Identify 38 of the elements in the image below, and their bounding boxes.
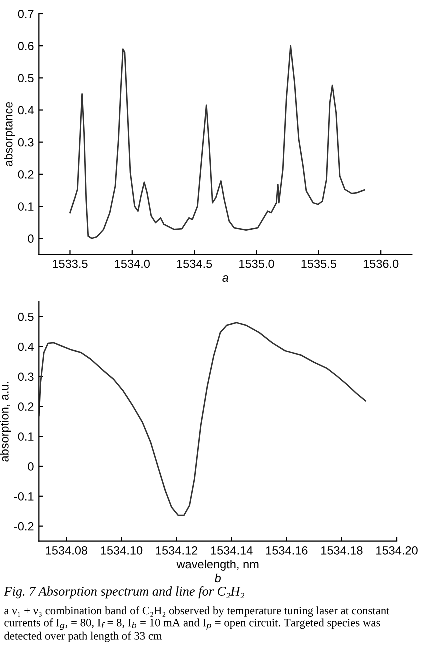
x-axis-title: a <box>222 276 229 282</box>
y-tick-label: -0.1 <box>14 492 34 501</box>
y-tick-label: 0.5 <box>18 74 34 83</box>
y-tick-label: 0.4 <box>18 342 34 352</box>
x-tick-label: 1534.10 <box>101 546 143 555</box>
y-tick-label: 0.6 <box>18 42 34 50</box>
y-tick-label: 0.3 <box>18 138 34 147</box>
y-tick-label: 0.2 <box>18 170 34 179</box>
x-tick-label: 1534.18 <box>322 546 363 555</box>
x-tick-label: 1534.12 <box>156 546 198 555</box>
y-tick-label: -0.2 <box>14 522 34 531</box>
y-tick-label: 0.2 <box>18 402 34 412</box>
line-series <box>39 322 366 516</box>
x-tick-label: 1534.5 <box>177 260 212 268</box>
x-tick-label: 1534.20 <box>376 546 418 555</box>
y-axis-title: absorptance <box>4 102 16 166</box>
line-series <box>70 45 366 240</box>
x-tick-label: 1533.5 <box>53 260 88 268</box>
x-tick-label: 1535.0 <box>240 260 274 268</box>
x-tick-label: 1535.5 <box>302 260 336 268</box>
caption: Fig. 7 Absorption spectrum and line for C₂H₂ <box>4 586 244 599</box>
y-tick-label: 0 <box>28 462 34 471</box>
x-axis-title: wavelength, nm <box>176 560 259 571</box>
x-tick-label: 1536.0 <box>364 260 399 268</box>
y-tick-label: 0.7 <box>18 10 34 18</box>
x-tick-label: 1534.08 <box>46 546 88 555</box>
y-tick-label: 0.1 <box>18 432 34 441</box>
y-tick-label: 0.3 <box>18 372 34 382</box>
y-tick-label: 0.1 <box>18 202 34 211</box>
x-tick-label: 1534.16 <box>266 546 308 555</box>
text: a ν₁ + ν₃ combination band of C₂H₂ observed by temperature tuning laser at constant currents of I$_{g}$, = 80, I$_{f}$ = 8, I$_{b}$ = 10 mA and I$_{p}$ = open circuit. Targeted species was detected over path length of 33 cm <box>4 606 390 642</box>
text: b <box>214 574 221 583</box>
y-tick-label: 0.5 <box>18 312 34 322</box>
x-tick-label: 1534.14 <box>211 546 253 555</box>
x-tick-label: 1534.0 <box>115 260 150 268</box>
y-tick-label: 0.4 <box>18 106 34 115</box>
y-axis-title: absorption, a.u. <box>0 382 12 462</box>
y-tick-label: 0 <box>28 234 34 244</box>
